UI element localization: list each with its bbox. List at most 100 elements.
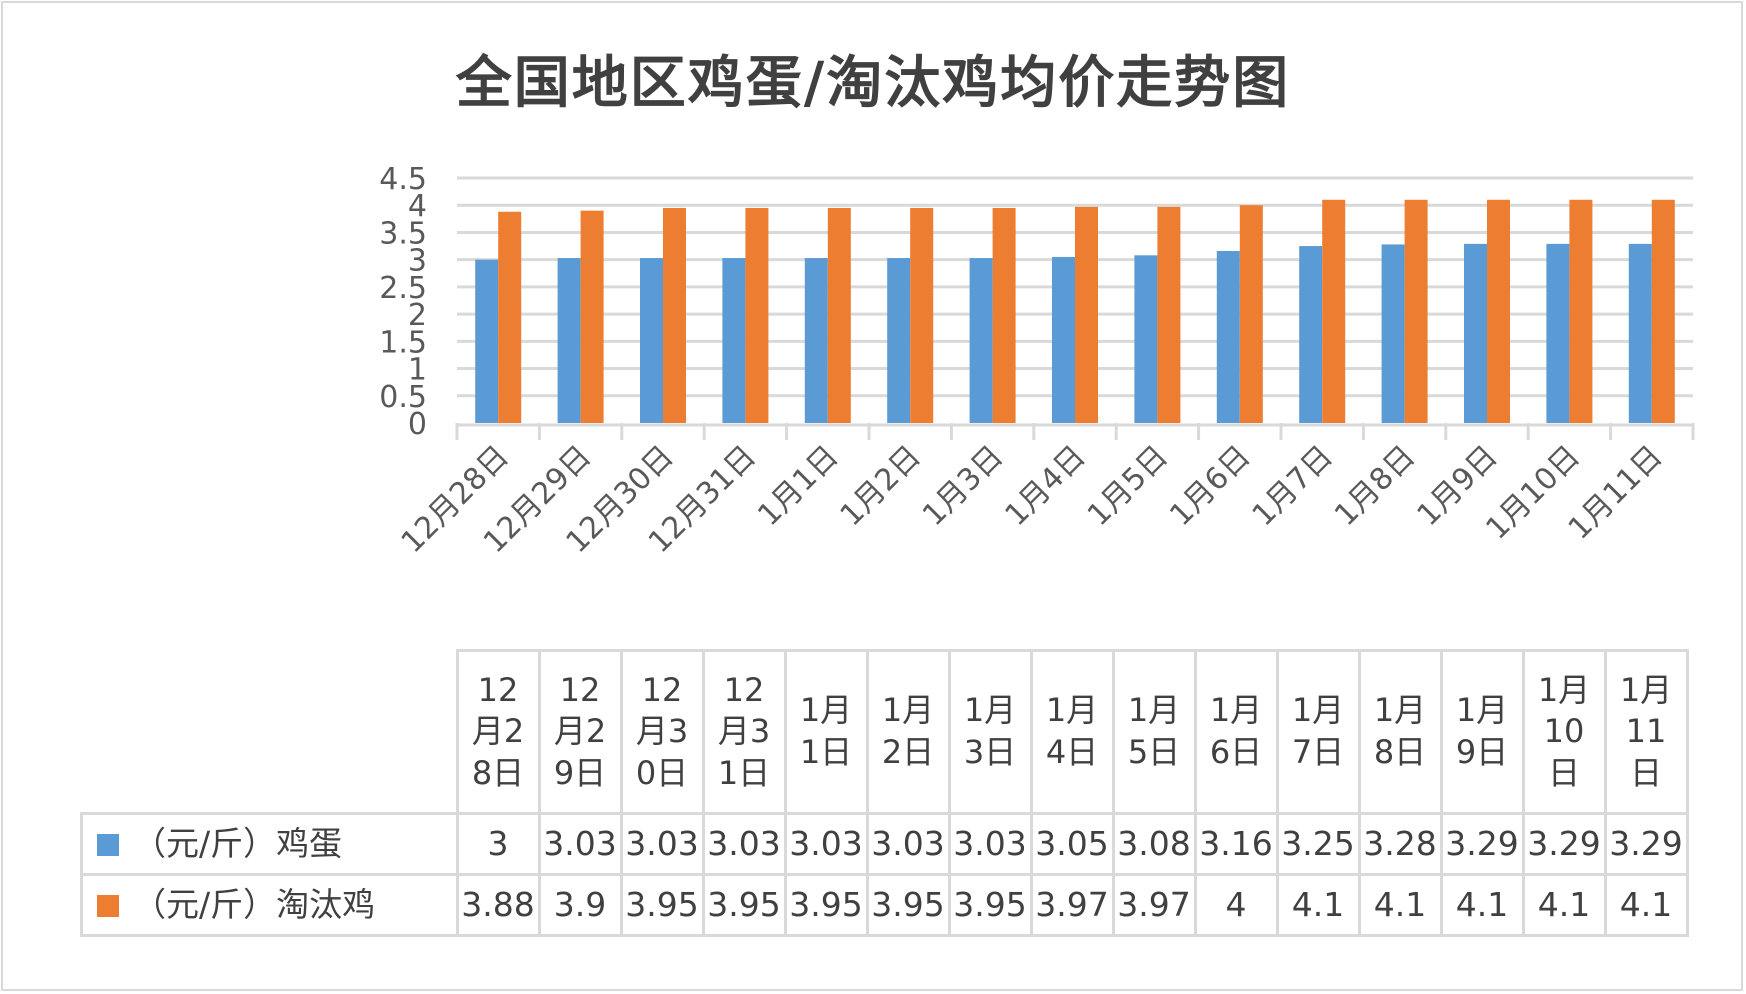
table-header-cell: 12 月3 0日 [619, 649, 705, 815]
legend-entry: （元/斤）鸡蛋 [80, 812, 459, 876]
bar-egg [557, 258, 581, 423]
table-value-cell: 3 [455, 812, 541, 876]
bar-hen [1651, 199, 1675, 423]
table-value-cell: 3.29 [1521, 812, 1607, 876]
table-header-cell: 1月 2日 [865, 649, 951, 815]
bar-egg [1546, 243, 1570, 423]
x-tick-label: 1月6日 [1163, 439, 1257, 533]
table-value-cell: 3.95 [701, 873, 787, 937]
y-tick-label: 4 [408, 189, 427, 224]
y-tick-label: 0 [408, 407, 427, 442]
bar-hen [827, 207, 851, 423]
table-value-cell: 3.97 [1111, 873, 1197, 937]
table-value-cell: 3.03 [537, 812, 623, 876]
x-tick-label: 1月2日 [834, 439, 928, 533]
table-value-cell: 4 [1193, 873, 1279, 937]
table-header-cell: 12 月2 9日 [537, 649, 623, 815]
table-value-cell: 3.95 [619, 873, 705, 937]
table-header-cell: 1月 7日 [1275, 649, 1361, 815]
table-value-cell: 3.03 [701, 812, 787, 876]
chart-title: 全国地区鸡蛋/淘汰鸡均价走势图 [455, 51, 1291, 116]
table-value-cell: 3.97 [1029, 873, 1115, 937]
table-value-cell: 3.9 [537, 873, 623, 937]
table-value-cell: 4.1 [1357, 873, 1443, 937]
bar-hen [1404, 199, 1428, 423]
bar-egg [887, 258, 911, 423]
table-value-cell: 3.95 [865, 873, 951, 937]
y-tick-label: 0.5 [379, 380, 427, 415]
bar-hen [910, 207, 934, 423]
table-value-cell: 3.29 [1439, 812, 1525, 876]
table-row: （元/斤）鸡蛋 3 3.03 3.03 3.03 3.03 3.03 3.03 3.05 3.08… [80, 812, 1689, 876]
table-value-cell: 3.95 [783, 873, 869, 937]
x-tick-label: 1月5日 [1081, 439, 1175, 533]
table-header-cell: 12 月3 1日 [701, 649, 787, 815]
bar-egg [1299, 246, 1323, 423]
table-value-cell: 4.1 [1439, 873, 1525, 937]
table-header-cell: 1月 6日 [1193, 649, 1279, 815]
table-header-cell: 1月 5日 [1111, 649, 1197, 815]
x-tick-label: 1月4日 [998, 439, 1092, 533]
bar-egg [1216, 250, 1240, 423]
table-header-cell: 1月 9日 [1439, 649, 1525, 815]
x-tick-label: 1月1日 [751, 439, 845, 533]
table-value-cell: 3.03 [865, 812, 951, 876]
table-value-cell: 3.03 [947, 812, 1033, 876]
bar-egg [722, 258, 746, 423]
bar-egg [1381, 244, 1405, 423]
bar-hen [1569, 199, 1593, 423]
table-value-cell: 4.1 [1521, 873, 1607, 937]
bar-hen [1322, 199, 1346, 423]
x-tick-label: 1月3日 [916, 439, 1010, 533]
bar-hen [745, 207, 769, 423]
legend-label: （元/斤）鸡蛋 [133, 823, 343, 863]
table-header-cell: 1月 10 日 [1521, 649, 1607, 815]
table-value-cell: 4.1 [1603, 873, 1689, 937]
table-value-cell: 3.95 [947, 873, 1033, 937]
table-header-cell: 1月 11 日 [1603, 649, 1689, 815]
bar-egg [1628, 243, 1652, 423]
table-value-cell: 3.28 [1357, 812, 1443, 876]
y-tick-label: 2.5 [379, 271, 427, 306]
table-value-cell: 3.03 [619, 812, 705, 876]
bar-hen [498, 211, 522, 423]
table-value-cell: 3.16 [1193, 812, 1279, 876]
y-tick-label: 2 [408, 298, 427, 333]
bar-egg [475, 259, 499, 423]
y-tick-label: 3.5 [379, 216, 427, 251]
table-value-cell: 3.08 [1111, 812, 1197, 876]
x-tick-label: 1月7日 [1246, 439, 1340, 533]
y-tick-label: 4.5 [379, 162, 427, 197]
bar-egg [969, 258, 993, 423]
table-value-cell: 3.25 [1275, 812, 1361, 876]
legend-swatch [97, 834, 119, 857]
bar-egg [1052, 256, 1075, 423]
table-corner [81, 650, 459, 815]
legend-entry: （元/斤）淘汰鸡 [80, 873, 459, 937]
bar-hen [1487, 199, 1510, 423]
y-tick-label: 1.5 [379, 325, 427, 360]
bar-egg [640, 258, 663, 423]
table-value-cell: 4.1 [1275, 873, 1361, 937]
bar-hen [992, 207, 1016, 423]
table-row: （元/斤）淘汰鸡 3.88 3.9 3.95 3.95 3.95 3.95 3.95 3.97 3… [80, 873, 1689, 937]
bar-hen [1239, 205, 1263, 423]
bar-egg [1134, 255, 1158, 423]
y-tick-label: 3 [408, 244, 427, 279]
bar-egg [1464, 243, 1487, 423]
bar-hen [580, 210, 604, 423]
x-tick-label: 1月8日 [1328, 439, 1422, 533]
y-tick-label: 1 [408, 353, 427, 388]
table-header-cell: 1月 8日 [1357, 649, 1443, 815]
table-value-cell: 3.29 [1603, 812, 1689, 876]
table-header-cell: 1月 3日 [947, 649, 1033, 815]
data-table: 12 月2 8日 12 月2 9日 12 月3 0日 12 月3 1日 1月 1日 1月 2日 1月 3日 1月 4日… [80, 649, 1689, 937]
legend-label: （元/斤）淘汰鸡 [133, 884, 376, 924]
table-value-cell: 3.88 [455, 873, 541, 937]
table-header-cell: 1月 1日 [783, 649, 869, 815]
table-header-cell: 1月 4日 [1029, 649, 1115, 815]
legend-swatch [97, 895, 119, 918]
table-value-cell: 3.05 [1029, 812, 1115, 876]
